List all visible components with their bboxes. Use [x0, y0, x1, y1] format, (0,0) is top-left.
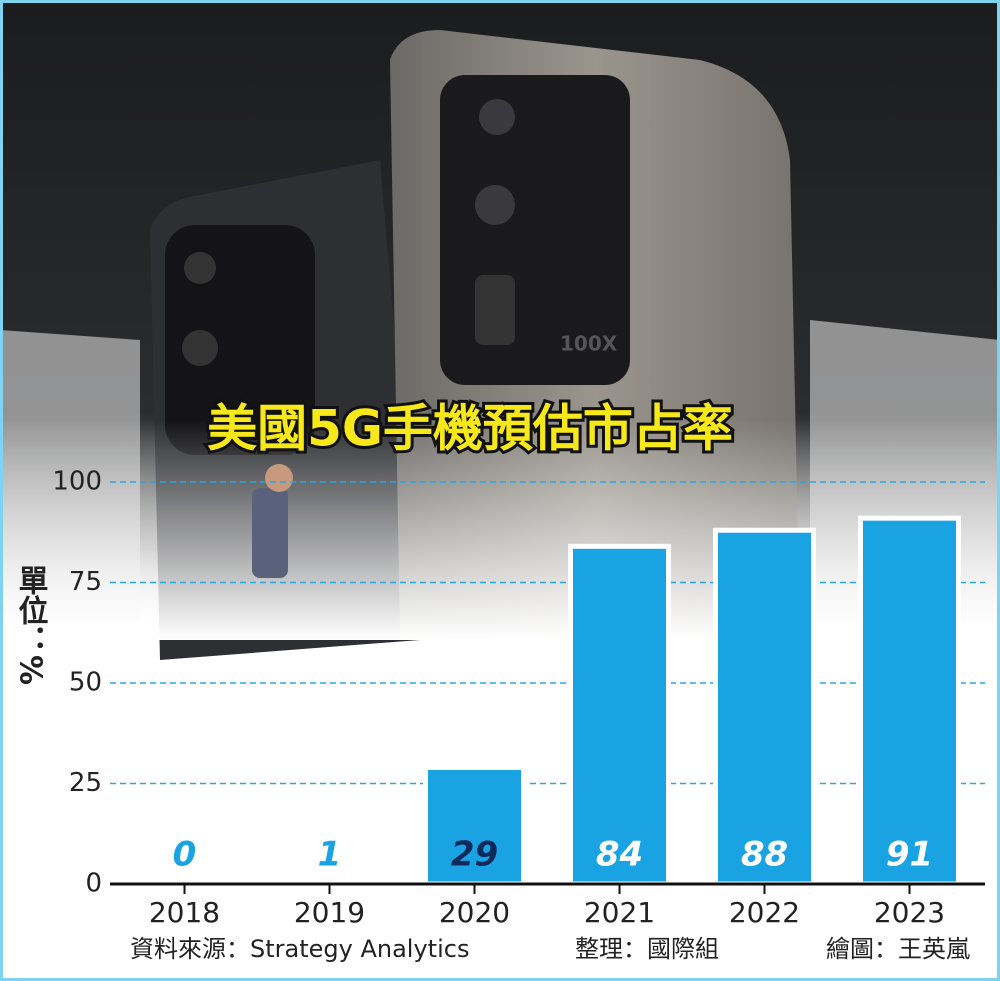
- photo-text: 100X: [560, 332, 618, 356]
- illustrated-by: 繪圖：王英嵐: [826, 935, 970, 963]
- data-label: 1: [318, 835, 342, 875]
- y-tick-label: 25: [69, 768, 102, 798]
- y-tick-label: 50: [69, 668, 102, 698]
- x-tick-label: 2018: [149, 896, 220, 929]
- chart-title: 美國5G手機預估市占率: [207, 400, 733, 458]
- bar: [568, 543, 671, 887]
- data-label: 29: [451, 835, 498, 875]
- x-tick-label: 2023: [874, 896, 945, 929]
- x-tick-label: 2021: [584, 896, 655, 929]
- bar: [713, 527, 816, 887]
- x-tick-label: 2019: [294, 896, 365, 929]
- bar: [858, 515, 961, 887]
- y-axis-label: 單位：%: [13, 565, 49, 685]
- data-label: 0: [173, 835, 197, 875]
- compiled-by: 整理：國際組: [575, 935, 719, 963]
- y-tick-label: 0: [85, 869, 102, 899]
- y-tick-label: 100: [52, 467, 102, 497]
- source: 資料來源：Strategy Analytics: [130, 935, 469, 963]
- data-label: 91: [886, 835, 933, 875]
- y-tick-label: 75: [69, 567, 102, 597]
- photo: 100X: [0, 30, 1000, 660]
- data-label: 84: [596, 835, 643, 875]
- bar: [423, 764, 526, 887]
- x-tick-label: 2022: [729, 896, 800, 929]
- data-label: 88: [741, 835, 788, 875]
- x-tick-label: 2020: [439, 896, 510, 929]
